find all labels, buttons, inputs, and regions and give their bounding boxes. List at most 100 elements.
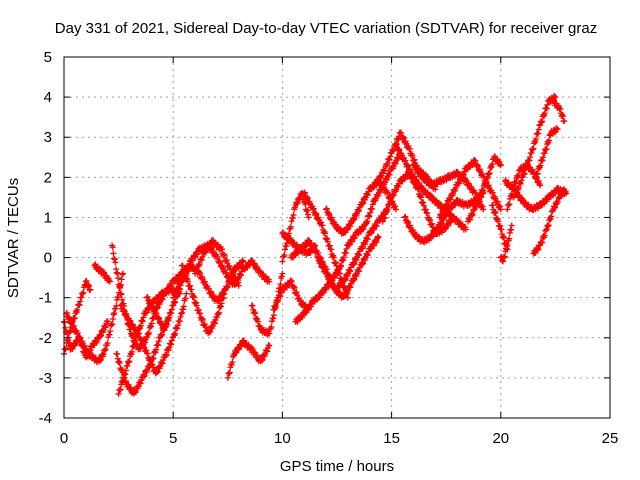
- data-point: [266, 278, 273, 285]
- data-point: [168, 310, 175, 317]
- data-point: [168, 341, 175, 348]
- data-point: [499, 257, 506, 264]
- data-point: [315, 253, 322, 260]
- data-point: [120, 377, 127, 384]
- data-point: [310, 205, 317, 212]
- data-point: [132, 388, 139, 395]
- data-point: [162, 352, 169, 359]
- data-point: [395, 155, 402, 162]
- data-point: [137, 380, 144, 387]
- data-point: [192, 267, 199, 274]
- data-point: [383, 176, 390, 183]
- x-tick-label: 10: [274, 430, 291, 447]
- data-point: [61, 319, 68, 326]
- data-point: [115, 359, 122, 366]
- data-point: [379, 218, 386, 225]
- data-series: [117, 290, 190, 377]
- data-point: [304, 211, 311, 218]
- data-point: [283, 243, 290, 250]
- data-series: [532, 125, 561, 181]
- data-point: [150, 354, 157, 361]
- data-point: [127, 317, 134, 324]
- data-point: [294, 200, 301, 207]
- data-point: [362, 241, 369, 248]
- data-point: [523, 163, 529, 170]
- y-tick-label: 5: [44, 49, 52, 66]
- data-point: [279, 258, 286, 265]
- data-point: [202, 324, 209, 331]
- data-point: [396, 146, 403, 153]
- data-point: [328, 246, 335, 253]
- data-point: [213, 314, 220, 321]
- data-point: [119, 271, 126, 278]
- data-point: [137, 322, 144, 329]
- data-point: [326, 210, 333, 217]
- data-point: [174, 285, 181, 292]
- data-point: [221, 290, 228, 297]
- data-point: [470, 156, 477, 163]
- data-point: [117, 284, 124, 291]
- data-point: [279, 270, 286, 277]
- data-point: [226, 370, 233, 377]
- data-point: [480, 206, 487, 213]
- data-point: [140, 314, 147, 321]
- data-point: [406, 145, 413, 152]
- data-point: [172, 298, 179, 305]
- data-point: [418, 194, 425, 201]
- data-point: [439, 229, 445, 236]
- data-point: [223, 284, 230, 291]
- data-point: [229, 359, 236, 366]
- data-point: [539, 157, 546, 164]
- data-point: [161, 326, 168, 333]
- data-point: [395, 180, 402, 187]
- data-point: [340, 284, 347, 291]
- data-point: [141, 372, 148, 379]
- data-point: [492, 210, 499, 217]
- data-point: [419, 200, 426, 207]
- data-point: [224, 283, 231, 290]
- data-point: [220, 295, 227, 302]
- data-point: [405, 143, 412, 150]
- data-point: [153, 346, 160, 353]
- data-point: [535, 126, 542, 133]
- data-point: [194, 267, 201, 274]
- data-point: [270, 315, 277, 322]
- data-point: [268, 324, 275, 331]
- data-point: [508, 222, 515, 229]
- data-point: [167, 309, 174, 316]
- data-point: [539, 118, 546, 125]
- data-point: [288, 278, 295, 285]
- data-point: [197, 310, 204, 317]
- data-point: [369, 205, 376, 212]
- data-point: [193, 302, 200, 309]
- data-point: [543, 226, 550, 233]
- data-point: [191, 294, 198, 301]
- data-point: [266, 342, 273, 349]
- data-point: [543, 227, 550, 234]
- data-point: [166, 314, 173, 321]
- data-point: [156, 315, 163, 322]
- data-point: [324, 238, 331, 245]
- data-point: [552, 190, 559, 197]
- data-point: [498, 226, 505, 233]
- data-point: [115, 294, 122, 300]
- data-point: [131, 339, 138, 346]
- data-point: [97, 356, 104, 363]
- data-point: [120, 371, 127, 378]
- data-point: [233, 349, 240, 356]
- data-point: [139, 317, 146, 324]
- data-point: [219, 262, 226, 269]
- data-point: [472, 189, 479, 196]
- data-point: [324, 235, 331, 242]
- data-point: [386, 156, 393, 163]
- data-point: [424, 210, 431, 217]
- data-point: [278, 273, 285, 280]
- data-point: [67, 328, 74, 335]
- data-point: [160, 357, 167, 364]
- data-point: [75, 301, 82, 308]
- data-point: [544, 223, 551, 230]
- data-point: [180, 303, 187, 310]
- data-point: [501, 234, 508, 241]
- data-point: [476, 196, 483, 203]
- data-point: [171, 299, 178, 306]
